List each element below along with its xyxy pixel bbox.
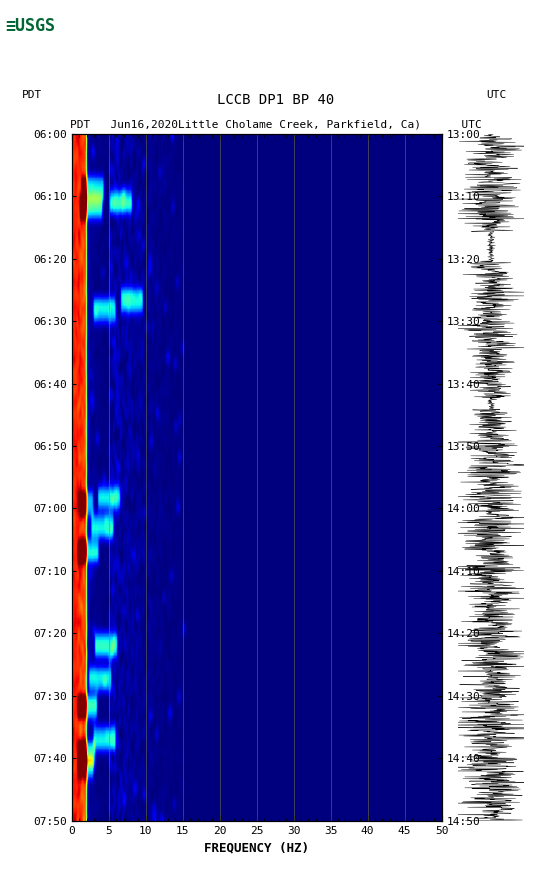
Text: ≡USGS: ≡USGS xyxy=(6,17,56,35)
X-axis label: FREQUENCY (HZ): FREQUENCY (HZ) xyxy=(204,841,309,854)
Text: PDT: PDT xyxy=(22,90,43,100)
Text: UTC: UTC xyxy=(486,90,506,100)
Text: PDT   Jun16,2020Little Cholame Creek, Parkfield, Ca)      UTC: PDT Jun16,2020Little Cholame Creek, Park… xyxy=(70,120,482,129)
Text: LCCB DP1 BP 40: LCCB DP1 BP 40 xyxy=(217,93,335,107)
